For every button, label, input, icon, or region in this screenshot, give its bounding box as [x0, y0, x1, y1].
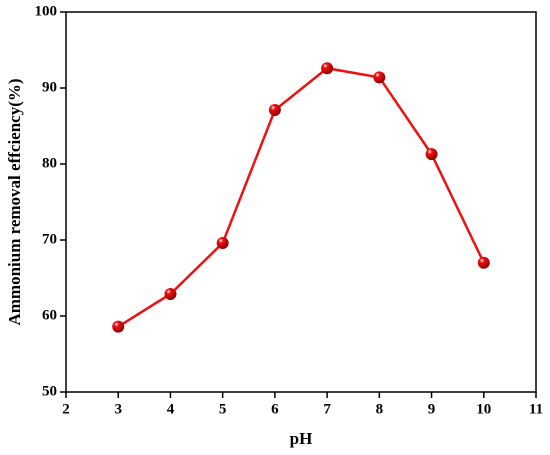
data-point: [373, 71, 386, 84]
data-point: [477, 256, 490, 269]
data-point: [164, 287, 177, 300]
x-axis-title: pH: [290, 429, 313, 448]
x-tick-label: 4: [167, 401, 175, 417]
data-line: [117, 66, 485, 328]
x-tick-label: 7: [323, 401, 331, 417]
y-tick-label: 70: [42, 231, 57, 247]
data-point: [268, 104, 281, 117]
x-tick-label: 3: [114, 401, 122, 417]
x-tick-label: 11: [529, 401, 543, 417]
x-tick-label: 6: [271, 401, 279, 417]
x-tick-label: 10: [476, 401, 491, 417]
data-point: [112, 320, 125, 333]
x-tick-label: 9: [428, 401, 436, 417]
y-tick-label: 60: [42, 307, 57, 323]
y-axis-title: Ammonium removal effciency(%): [5, 78, 24, 325]
data-point: [216, 237, 229, 250]
y-tick-label: 90: [42, 79, 57, 95]
y-tick-label: 50: [42, 383, 57, 399]
x-tick-label: 5: [219, 401, 227, 417]
x-tick-label: 2: [62, 401, 70, 417]
plot-frame: [65, 11, 537, 393]
data-point: [425, 148, 438, 161]
x-tick-label: 8: [376, 401, 384, 417]
y-tick-label: 100: [35, 3, 58, 19]
data-point: [321, 62, 334, 75]
y-tick-label: 80: [42, 155, 57, 171]
